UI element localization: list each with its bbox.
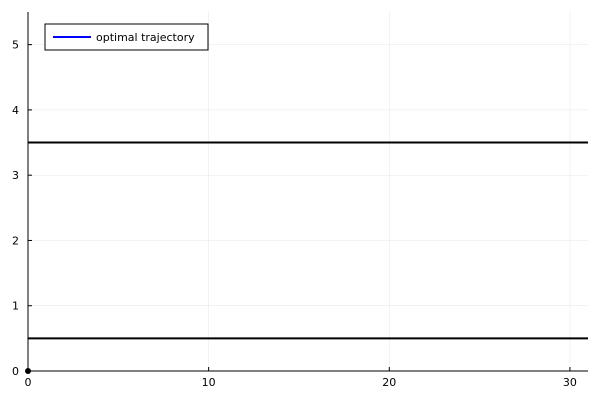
x-tick-label: 0 [25, 376, 32, 389]
axes [27, 12, 588, 372]
legend-label: optimal trajectory [96, 31, 195, 44]
y-tick-label: 0 [12, 365, 19, 378]
tick-labels: 0 10 20 30 0 1 2 3 4 5 [12, 39, 577, 389]
legend: optimal trajectory [44, 23, 209, 51]
y-tick-label: 1 [12, 300, 19, 313]
y-tick-label: 2 [12, 234, 19, 247]
y-tick-label: 5 [12, 39, 19, 52]
x-tick-label: 10 [202, 376, 216, 389]
x-tick-label: 20 [382, 376, 396, 389]
bound-lines [28, 141, 588, 340]
y-tick-label: 3 [12, 169, 19, 182]
y-tick-label: 4 [12, 104, 19, 117]
x-tick-label: 30 [563, 376, 577, 389]
